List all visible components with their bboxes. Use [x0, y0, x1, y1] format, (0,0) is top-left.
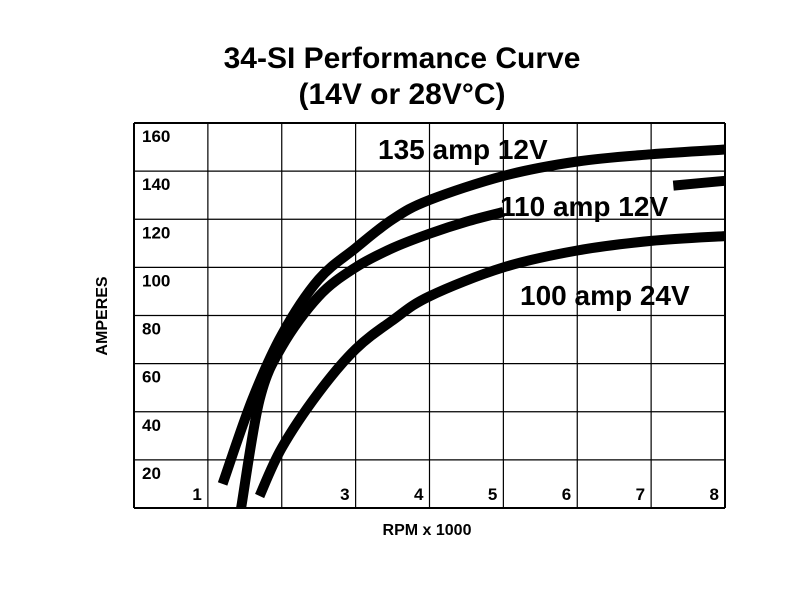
y-tick-label: 100: [142, 271, 170, 290]
y-tick-label: 140: [142, 175, 170, 194]
y-tick-label: 80: [142, 320, 161, 339]
series-label-110-amp-12v: 110 amp 12V: [500, 191, 668, 222]
x-tick-label: 5: [488, 485, 497, 504]
series-curve-110-amp-12v: [236, 207, 505, 509]
grid: [133, 122, 726, 509]
x-tick-label: 3: [340, 485, 349, 504]
y-axis-label: AMPERES: [94, 276, 111, 355]
y-tick-label: 20: [142, 464, 161, 483]
series-labels: 135 amp 12V 110 amp 12V 100 amp 24V: [378, 134, 690, 311]
x-axis-label: RPM x 1000: [383, 522, 472, 539]
x-tick-label: 8: [710, 485, 719, 504]
y-tick-label: 160: [142, 127, 170, 146]
y-tick-label: 60: [142, 368, 161, 387]
chart-title: 34-SI Performance Curve: [224, 42, 581, 75]
x-axis-ticks: 1 3 4 5 6 7 8: [192, 485, 719, 504]
x-tick-label: 7: [636, 485, 645, 504]
series-curve-100-amp-24v: [255, 231, 726, 499]
series-label-135-amp-12v: 135 amp 12V: [378, 134, 548, 165]
chart-title-group: 34-SI Performance Curve (14V or 28V°C): [224, 42, 581, 111]
y-tick-label: 120: [142, 223, 170, 242]
y-tick-label: 40: [142, 416, 161, 435]
y-axis-ticks: 20 40 60 80 100 120 140 160: [142, 127, 170, 483]
x-tick-label: 6: [562, 485, 571, 504]
x-tick-label: 4: [414, 485, 424, 504]
chart-subtitle: (14V or 28V°C): [298, 78, 505, 111]
series-label-100-amp-24v: 100 amp 24V: [520, 280, 690, 311]
series-curves: [217, 144, 726, 509]
x-tick-label: 1: [192, 485, 201, 504]
series-curve-110-amp-12v: [672, 175, 726, 191]
